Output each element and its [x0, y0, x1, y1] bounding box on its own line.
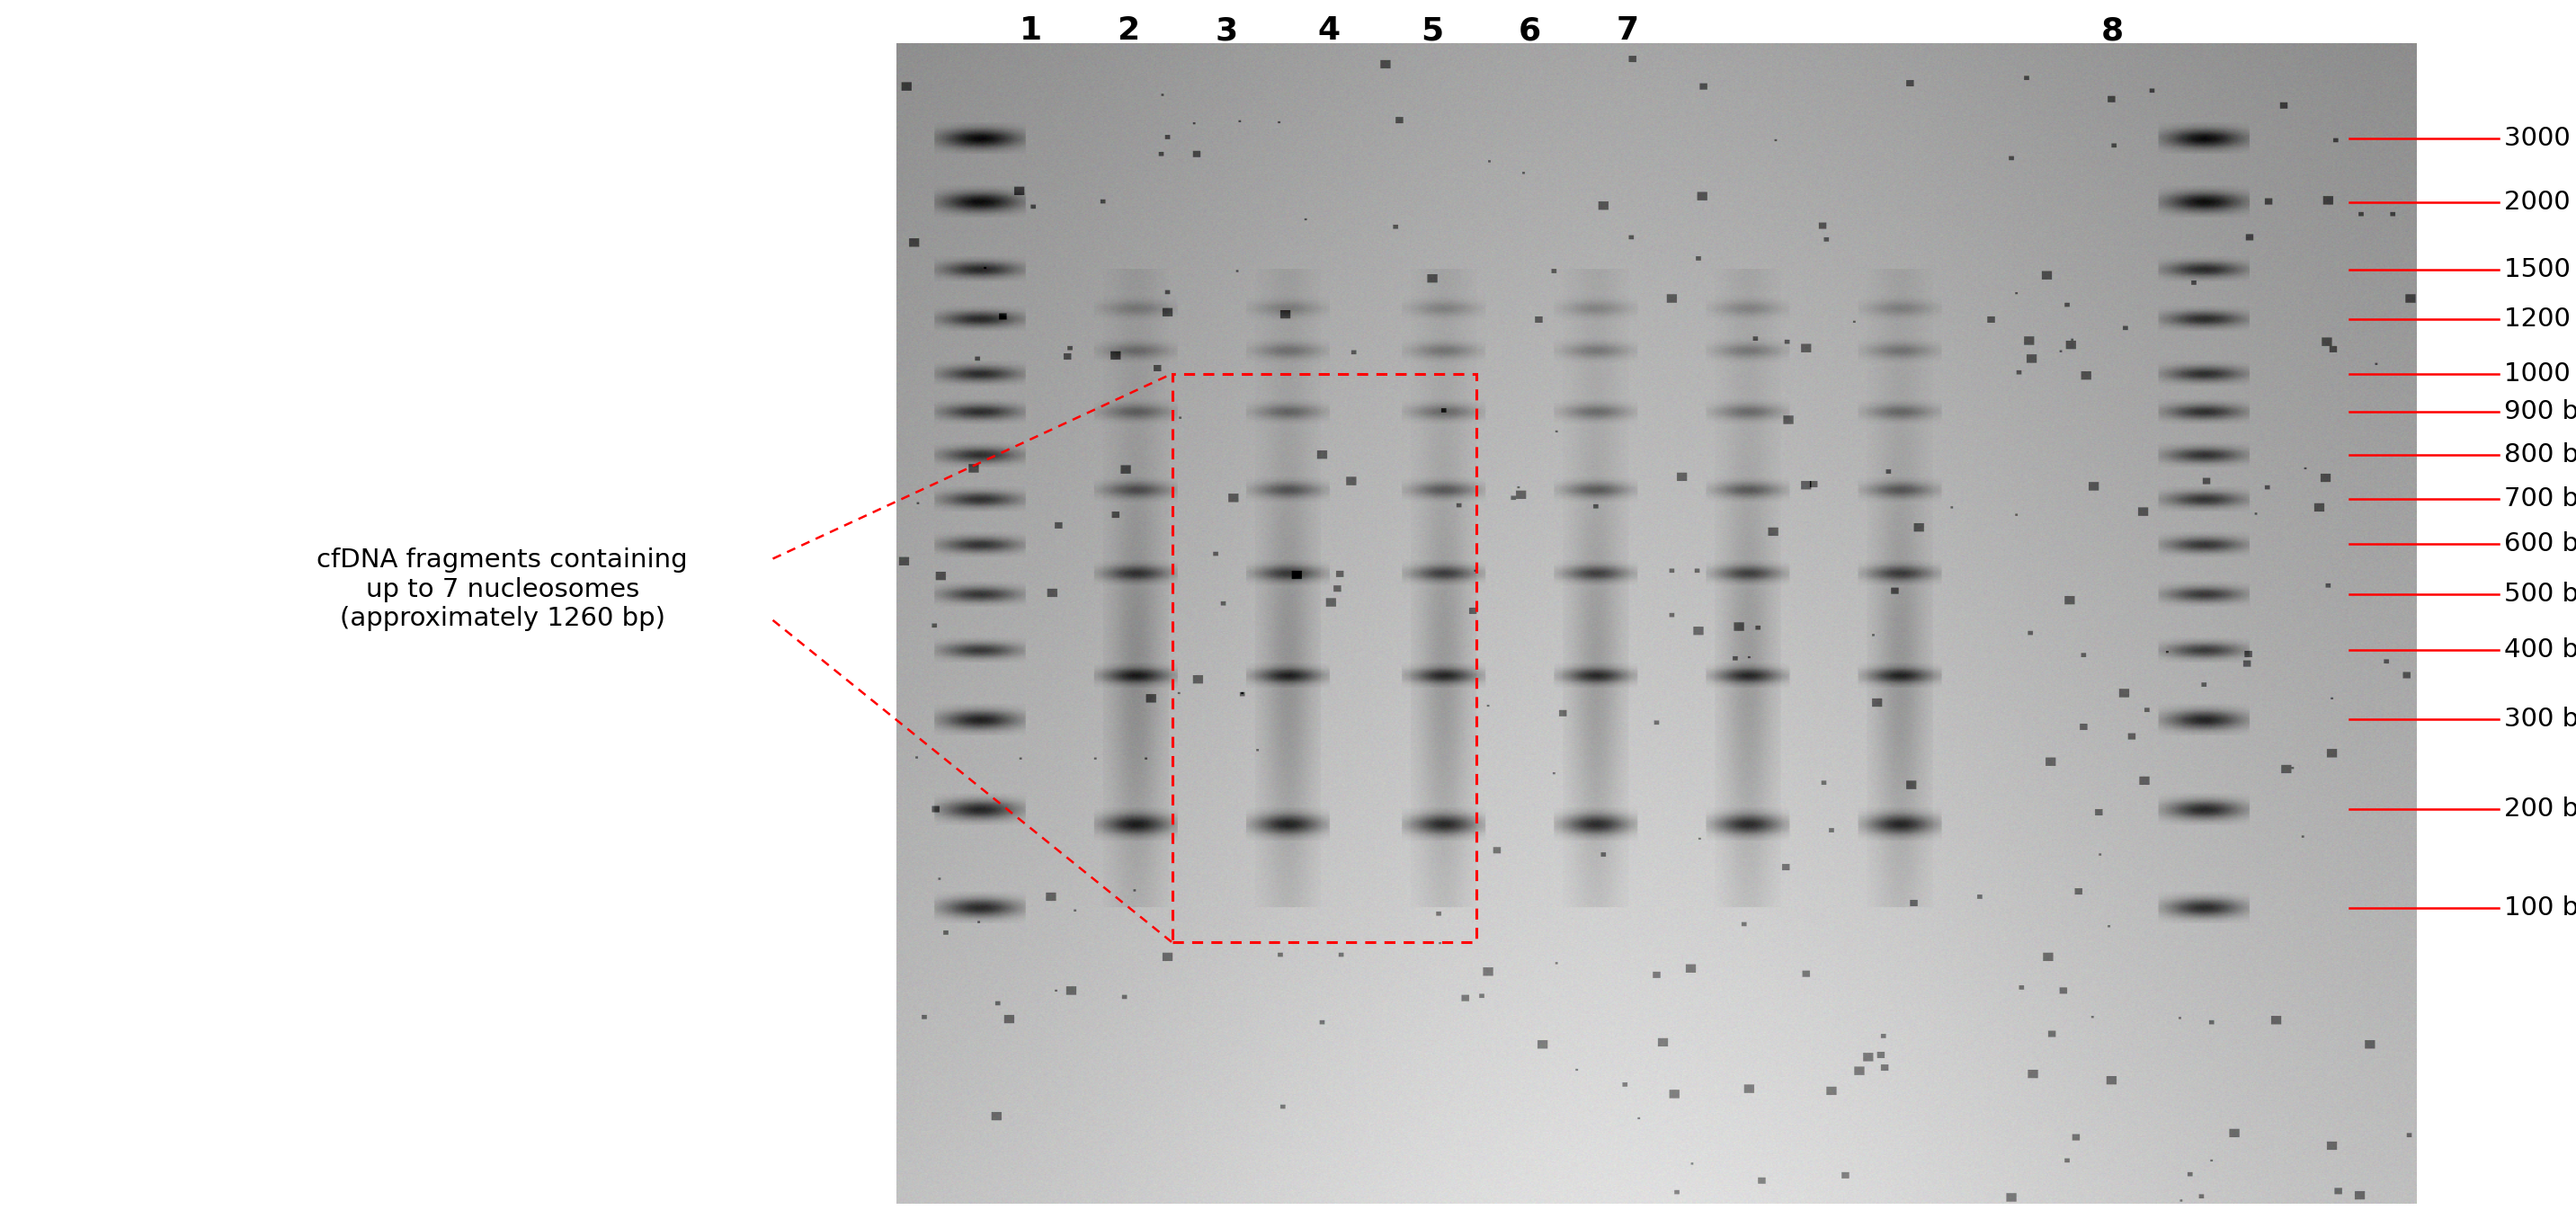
Text: 100 bp: 100 bp: [2504, 895, 2576, 920]
Text: 7: 7: [1618, 16, 1638, 45]
Text: 500 bp: 500 bp: [2504, 582, 2576, 607]
Text: 1200 bp: 1200 bp: [2504, 307, 2576, 332]
Text: 5: 5: [1422, 16, 1443, 45]
Text: 1000 bp: 1000 bp: [2504, 361, 2576, 387]
Text: 800 bp: 800 bp: [2504, 442, 2576, 468]
Text: 8: 8: [2102, 16, 2123, 45]
Text: 2000 bp: 2000 bp: [2504, 189, 2576, 215]
Text: 1: 1: [1020, 16, 1041, 45]
Text: 6: 6: [1520, 16, 1540, 45]
Text: 2: 2: [1118, 16, 1139, 45]
Text: 200 bp: 200 bp: [2504, 796, 2576, 822]
Text: 1500 bp: 1500 bp: [2504, 257, 2576, 282]
Text: 300 bp: 300 bp: [2504, 707, 2576, 732]
Text: 3000 bp: 3000 bp: [2504, 125, 2576, 151]
Text: 3: 3: [1216, 16, 1236, 45]
Text: 900 bp: 900 bp: [2504, 399, 2576, 425]
Text: 400 bp: 400 bp: [2504, 637, 2576, 662]
Text: 4: 4: [1319, 16, 1340, 45]
Text: 600 bp: 600 bp: [2504, 532, 2576, 556]
Text: 700 bp: 700 bp: [2504, 486, 2576, 512]
Text: cfDNA fragments containing
up to 7 nucleosomes
(approximately 1260 bp): cfDNA fragments containing up to 7 nucle…: [317, 548, 688, 631]
